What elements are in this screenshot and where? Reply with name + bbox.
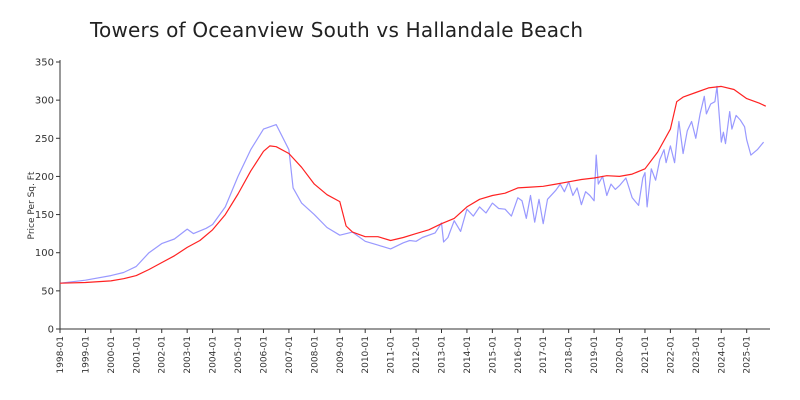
- chart-title: Towers of Oceanview South vs Hallandale …: [90, 18, 584, 42]
- x-tick-label: 2009-01: [336, 336, 346, 374]
- y-tick-label: 150: [35, 210, 54, 221]
- x-tick-label: 2005-01: [234, 336, 244, 374]
- x-tick-label: 2018-01: [565, 336, 575, 374]
- x-tick-label: 2012-01: [412, 336, 422, 374]
- x-tick-label: 2011-01: [387, 336, 397, 374]
- x-tick-label: 2025-01: [743, 336, 753, 374]
- y-axis-label: Price Per Sq. Ft: [27, 171, 37, 239]
- x-tick-label: 2019-01: [590, 336, 600, 374]
- y-tick-label: 0: [48, 325, 54, 336]
- x-tick-label: 2000-01: [107, 336, 117, 374]
- x-tick-label: 2021-01: [641, 336, 651, 374]
- x-tick-label: 2016-01: [514, 336, 524, 374]
- x-tick-label: 2007-01: [285, 336, 295, 374]
- x-tick-label: 2008-01: [310, 336, 320, 374]
- series-line-building: [59, 85, 765, 284]
- x-tick-label: 2003-01: [183, 336, 193, 374]
- x-tick-label: 1999-01: [81, 336, 91, 374]
- x-tick-label: 2024-01: [717, 336, 727, 374]
- x-tick-label: 2013-01: [437, 336, 447, 374]
- x-tick-label: 2014-01: [463, 336, 473, 374]
- x-tick-label: 2023-01: [692, 336, 702, 374]
- x-tick-label: 2015-01: [488, 336, 498, 374]
- y-tick-label: 200: [35, 172, 54, 183]
- x-tick-label: 2004-01: [209, 336, 219, 374]
- x-tick-label: 2022-01: [666, 336, 676, 374]
- series-line-city: [59, 85, 767, 284]
- y-tick-label: 350: [35, 58, 54, 69]
- x-tick-label: 2006-01: [259, 336, 269, 374]
- x-tick-label: 2002-01: [158, 336, 168, 374]
- x-tick-label: 2010-01: [361, 336, 371, 374]
- x-tick-label: 2017-01: [539, 336, 549, 374]
- y-tick-label: 300: [35, 96, 54, 107]
- y-tick-label: 250: [35, 134, 54, 145]
- x-tick-label: 2001-01: [132, 336, 142, 374]
- y-tick-label: 50: [41, 286, 54, 297]
- y-tick-label: 100: [35, 248, 54, 259]
- x-tick-label: 2020-01: [616, 336, 626, 374]
- x-tick-label: 1998-01: [56, 336, 66, 374]
